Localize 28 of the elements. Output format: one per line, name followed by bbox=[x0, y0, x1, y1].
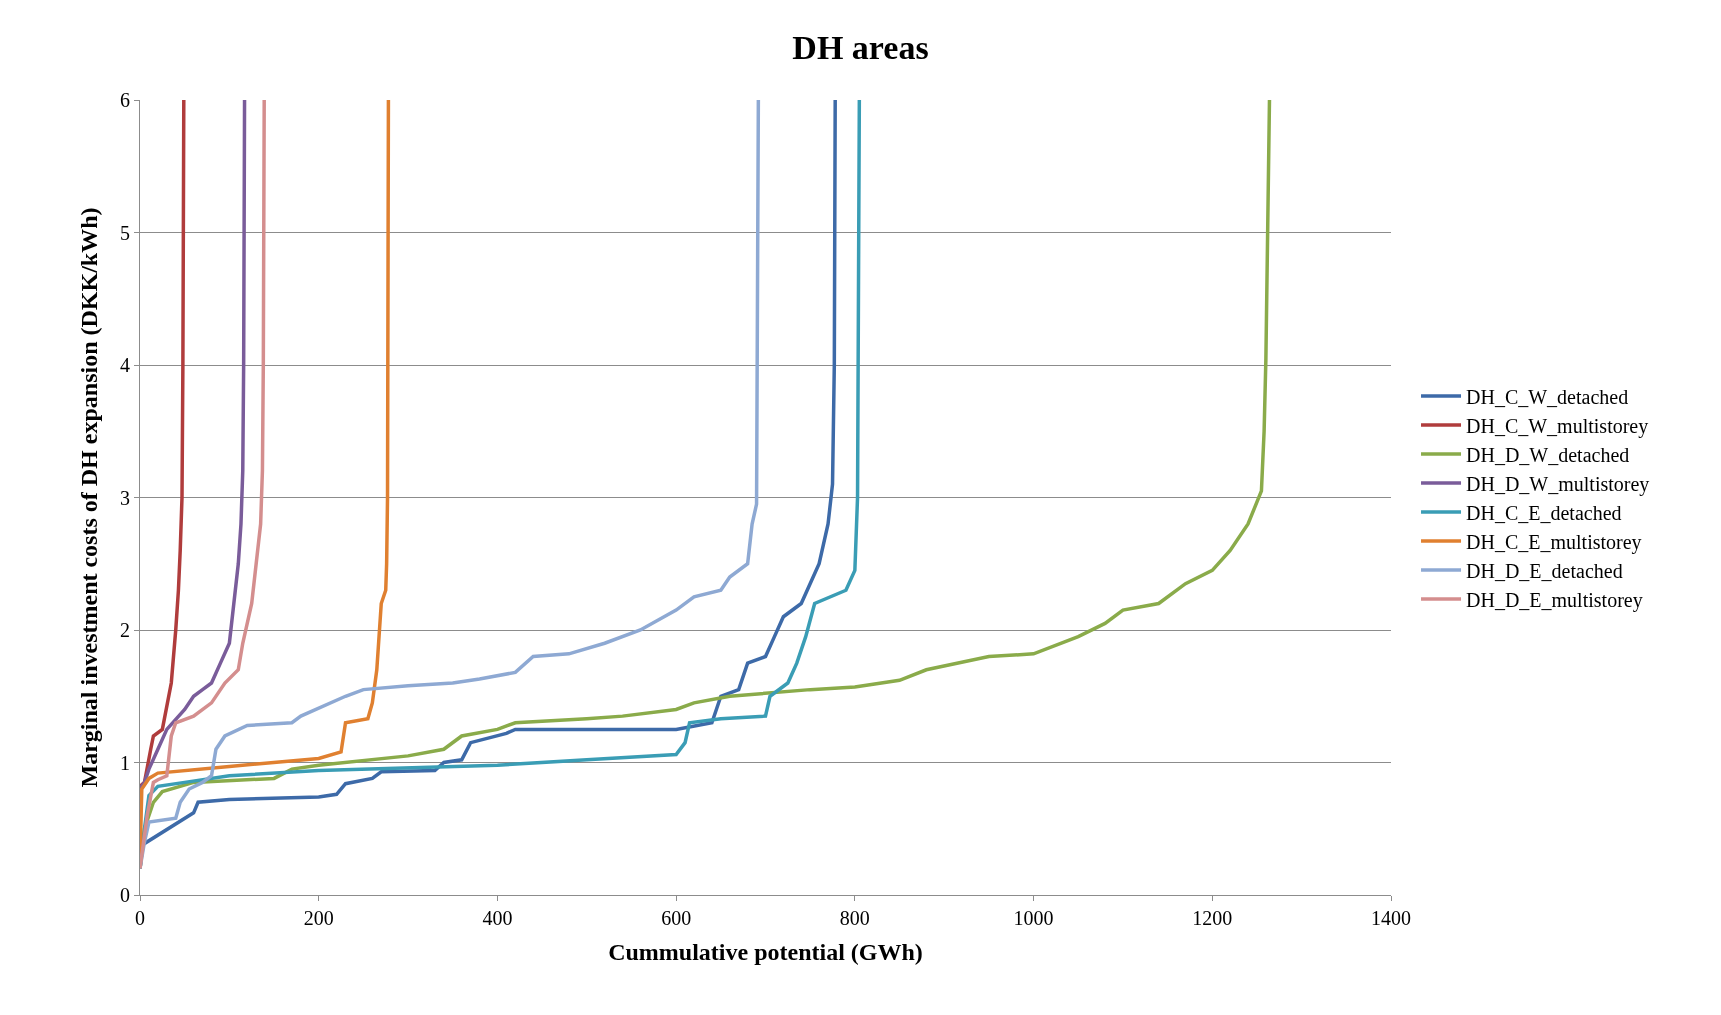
legend-label: DH_D_E_multistorey bbox=[1466, 588, 1643, 612]
legend-label: DH_D_W_multistorey bbox=[1466, 472, 1650, 496]
x-tick-label: 400 bbox=[482, 907, 513, 929]
x-tick-label: 200 bbox=[303, 907, 334, 929]
y-tick-label: 4 bbox=[120, 354, 130, 376]
x-tick-label: 1400 bbox=[1371, 907, 1411, 929]
y-axis-title: Marginal investment costs of DH expansion (DKK/kWh) bbox=[76, 207, 103, 788]
legend-label: DH_C_E_detached bbox=[1466, 501, 1622, 524]
x-tick-label: 1200 bbox=[1192, 907, 1233, 929]
x-axis-title: Cummulative potential (GWh) bbox=[608, 939, 923, 966]
y-tick-label: 1 bbox=[120, 751, 130, 774]
legend-label: DH_C_E_multistorey bbox=[1466, 530, 1642, 554]
legend-label: DH_C_W_multistorey bbox=[1466, 414, 1649, 438]
legend-label: DH_D_E_detached bbox=[1466, 559, 1623, 582]
x-tick-label: 1000 bbox=[1013, 907, 1054, 929]
legend-label: DH_D_W_detached bbox=[1466, 443, 1630, 466]
x-tick-label: 800 bbox=[839, 907, 870, 929]
y-tick-label: 2 bbox=[120, 619, 130, 641]
chart-title: DH areas bbox=[792, 29, 929, 67]
line-series bbox=[140, 100, 247, 791]
legend-label: DH_C_W_detached bbox=[1466, 385, 1629, 408]
y-tick-label: 0 bbox=[120, 884, 130, 906]
y-tick-label: 3 bbox=[120, 486, 130, 509]
line-series bbox=[140, 100, 266, 871]
x-tick-label: 600 bbox=[661, 907, 692, 929]
y-tick-label: 5 bbox=[120, 221, 130, 244]
y-tick-label: 6 bbox=[120, 89, 130, 111]
x-tick-label: 0 bbox=[135, 907, 145, 929]
